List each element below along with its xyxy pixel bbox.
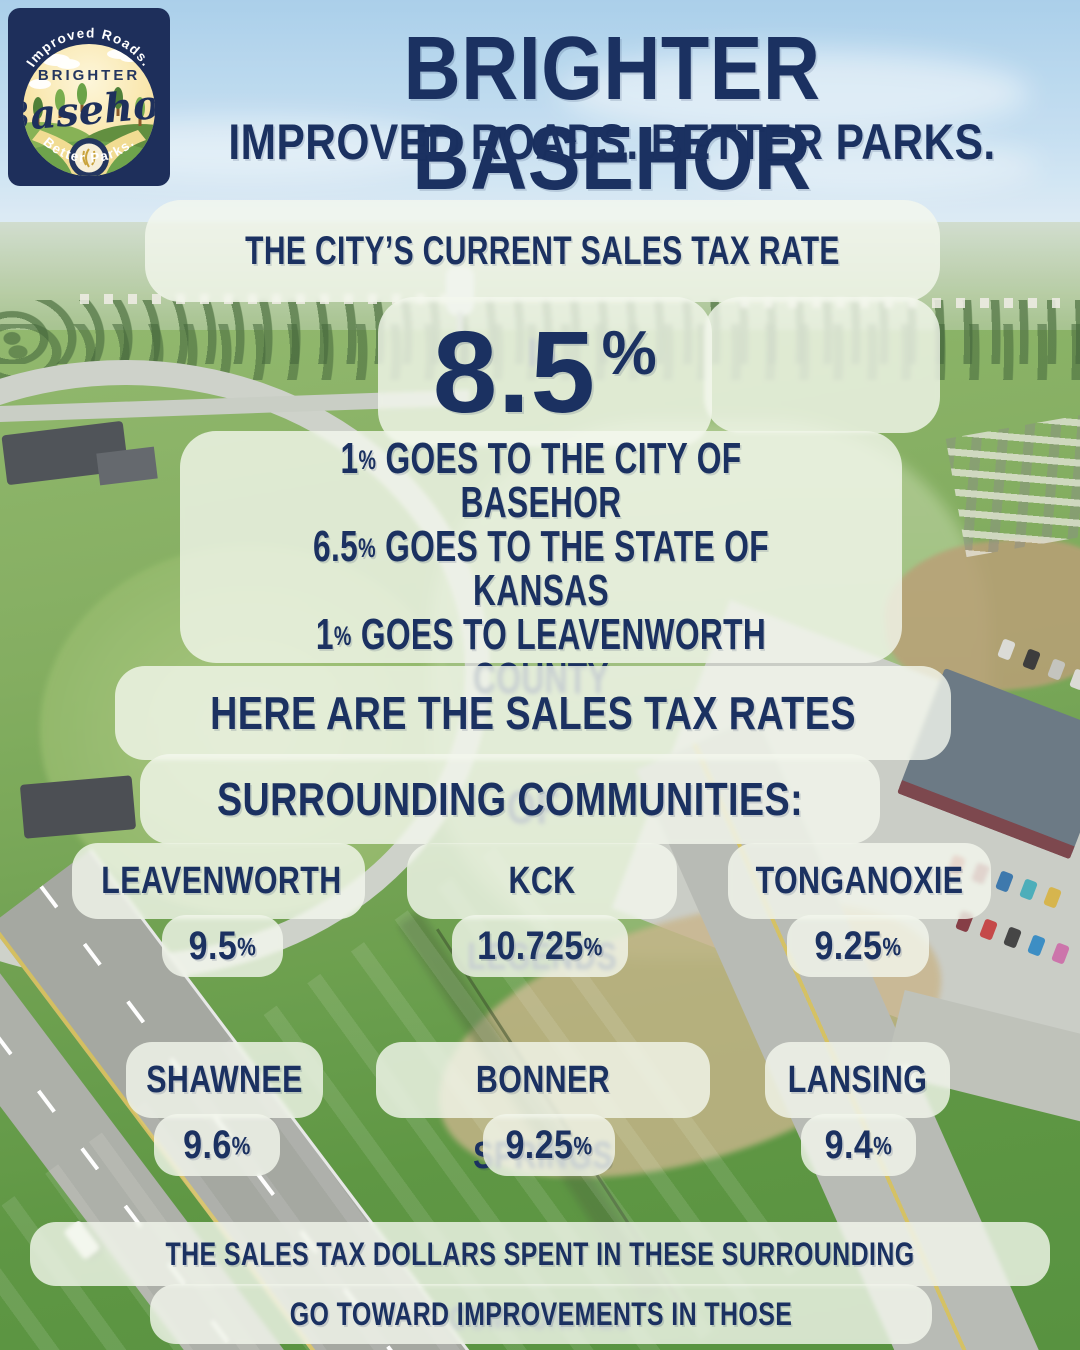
percent-symbol: %	[882, 934, 902, 962]
community-rate-tonganoxie: 9.25%	[787, 915, 929, 977]
city-seal	[69, 138, 109, 176]
community-name-bonner-springs: BONNER SPRINGS	[376, 1042, 710, 1177]
community-name-tonganoxie: TONGANOXIE	[728, 843, 991, 919]
percent-symbol: %	[873, 1133, 893, 1161]
community-name-leavenworth: LEAVENWORTH	[72, 843, 365, 919]
percent-symbol: %	[333, 620, 352, 652]
rate-side-panel	[704, 297, 940, 433]
community-rate-shawnee: 9.6%	[154, 1114, 280, 1176]
communities-heading-line2: SURROUNDING COMMUNITIES:	[140, 754, 880, 844]
community-name-text: LANSING	[787, 1059, 928, 1101]
communities-heading-line1: HERE ARE THE SALES TAX RATES OF	[115, 666, 951, 833]
breakdown-line-state: 6.5% GOES TO THE STATE OF KANSAS	[313, 522, 769, 615]
community-rate-text: 9.4%	[824, 1123, 893, 1167]
percent-symbol: %	[358, 444, 377, 476]
current-rate-intro-box: THE CITY’S CURRENT SALES TAX RATE IS	[145, 200, 940, 375]
footer-message-line2: GO TOWARD IMPROVEMENTS IN THOSE COMMUNIT…	[150, 1284, 932, 1344]
page-subtitle: IMPROVED ROADS. BETTER PARKS.	[150, 117, 1074, 167]
logo-artwork: BRIGHTER Basehor Improved Roads. Better …	[23, 25, 155, 176]
community-rate-text: 9.6%	[183, 1123, 251, 1167]
community-rate-leavenworth: 9.5%	[162, 915, 283, 977]
footer-message-line2-text: GO TOWARD IMPROVEMENTS IN THOSE COMMUNIT…	[289, 1296, 793, 1332]
current-rate-box: 8.5 %	[378, 297, 712, 447]
cloud	[560, 50, 1030, 135]
community-rate-text: 9.5%	[188, 924, 257, 968]
community-name-text: LEAVENWORTH	[101, 860, 342, 902]
community-rate-kck-legends: 10.725%	[452, 915, 628, 977]
logo-scene: BRIGHTER Basehor	[23, 49, 155, 176]
current-rate-value: 8.5	[432, 307, 596, 437]
community-rate-bonner-springs: 9.25%	[483, 1114, 615, 1176]
percent-symbol: %	[583, 934, 603, 962]
percent-symbol: %	[231, 1133, 251, 1161]
cloud	[690, 140, 1040, 192]
rate-breakdown-box: 1% GOES TO THE CITY OF BASEHOR 6.5% GOES…	[180, 431, 902, 701]
percent-symbol: %	[237, 934, 257, 962]
page-title-text: BRIGHTER BASEHOR	[403, 19, 821, 209]
community-name-lansing: LANSING	[765, 1042, 950, 1118]
community-name-kck-legends: KCK LEGENDS	[407, 843, 677, 978]
community-name-text: TONGANOXIE	[755, 860, 964, 902]
tree-icons	[33, 83, 145, 126]
page-subtitle-text: IMPROVED ROADS. BETTER PARKS.	[228, 114, 996, 170]
brighter-basehor-logo: BRIGHTER Basehor Improved Roads. Better …	[8, 8, 170, 186]
community-name-shawnee: SHAWNEE	[126, 1042, 323, 1118]
logo-brighter-text: BRIGHTER	[38, 67, 140, 84]
page-title: BRIGHTER BASEHOR	[150, 24, 1074, 204]
community-name-text: SHAWNEE	[146, 1059, 303, 1101]
percent-symbol: %	[358, 532, 376, 564]
community-rate-text: 9.25%	[505, 1123, 593, 1167]
communities-heading-line2-text: SURROUNDING COMMUNITIES:	[216, 773, 804, 825]
percent-symbol: %	[573, 1133, 593, 1161]
footer-message-line1: THE SALES TAX DOLLARS SPENT IN THESE SUR…	[30, 1222, 1050, 1336]
road-paths	[32, 130, 146, 176]
breakdown-line-city: 1% GOES TO THE CITY OF BASEHOR	[340, 434, 742, 527]
community-rate-text: 10.725%	[477, 924, 603, 968]
community-rate-lansing: 9.4%	[801, 1114, 916, 1176]
community-rate-text: 9.25%	[814, 924, 902, 968]
percent-symbol: %	[601, 318, 658, 388]
